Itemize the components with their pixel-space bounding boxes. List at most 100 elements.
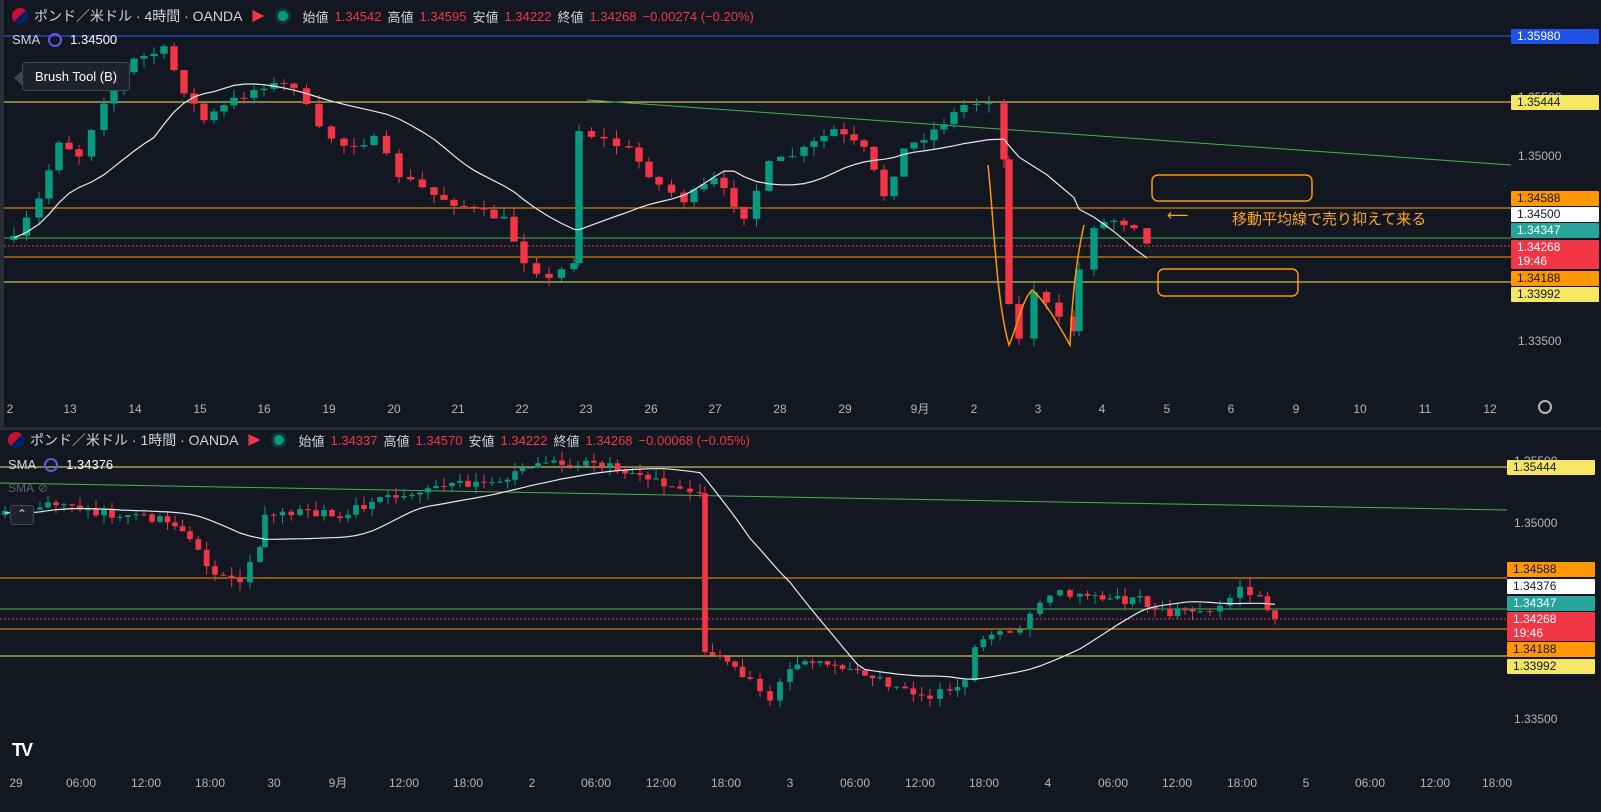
candlestick-chart-4h[interactable]: 2 13 14 15 16 19 20 21 22 23 26 27 28 29 9月 2 3 4 5 6 9 10 11 1… bbox=[4, 0, 1601, 427]
candle bbox=[87, 130, 96, 157]
sma-label: SMA bbox=[12, 32, 41, 47]
candlestick-chart-1h[interactable]: 29 06:00 12:00 18:00 30 9月 12:00 18:00 2 06:00 12:… bbox=[0, 430, 1601, 812]
price-label[interactable]: 1.34268 bbox=[1507, 612, 1595, 627]
chart-pane-1h[interactable]: 29 06:00 12:00 18:00 30 9月 12:00 18:00 2 06:00 12:… bbox=[0, 430, 1601, 812]
time-tick-label: 28 bbox=[773, 402, 787, 416]
price-label[interactable]: 1.34188 bbox=[1507, 642, 1595, 657]
price-label[interactable]: 1.35980 bbox=[1511, 29, 1599, 44]
candle bbox=[1237, 586, 1243, 598]
symbol-title[interactable]: ポンド／米ドル · 1時間 · OANDA bbox=[30, 432, 239, 448]
candle bbox=[850, 134, 858, 141]
price-label[interactable]: 19:46 bbox=[1507, 626, 1595, 641]
time-tick-label: 10 bbox=[1353, 402, 1367, 416]
price-label[interactable]: 1.34268 bbox=[1511, 240, 1599, 255]
candle bbox=[157, 516, 163, 522]
candle bbox=[141, 514, 147, 516]
price-label[interactable]: 1.35444 bbox=[1511, 95, 1599, 110]
time-tick-label: 06:00 bbox=[1355, 776, 1385, 790]
candle bbox=[340, 138, 348, 146]
chart-pane-4h[interactable]: 2 13 14 15 16 19 20 21 22 23 26 27 28 29 9月 2 3 4 5 6 9 10 11 1… bbox=[0, 0, 1601, 427]
red-flag-icon[interactable] bbox=[248, 434, 261, 446]
candle bbox=[669, 486, 675, 488]
candle bbox=[93, 509, 99, 516]
candle bbox=[61, 504, 67, 506]
time-tick-label: 13 bbox=[63, 402, 77, 416]
time-tick-label: 18:00 bbox=[453, 776, 483, 790]
price-label[interactable]: 1.34347 bbox=[1507, 596, 1595, 611]
pane-divider[interactable] bbox=[0, 427, 1601, 430]
candle bbox=[1000, 103, 1008, 160]
candle bbox=[557, 269, 566, 278]
candle bbox=[85, 509, 91, 511]
sma-line bbox=[4, 468, 1276, 680]
change-value: −0.00068 (−0.05%) bbox=[638, 432, 750, 448]
candle bbox=[551, 460, 557, 463]
price-label[interactable]: 19:46 bbox=[1511, 254, 1599, 269]
candle bbox=[65, 142, 73, 150]
candle bbox=[985, 103, 993, 105]
time-tick-label: 12:00 bbox=[1420, 776, 1450, 790]
candle bbox=[830, 129, 838, 137]
candle bbox=[195, 539, 202, 550]
candle bbox=[260, 88, 268, 91]
sma-indicator-legend[interactable]: SMA 1.34500 bbox=[12, 32, 117, 47]
change-value: −0.00274 (−0.20%) bbox=[642, 8, 754, 24]
price-label[interactable]: 1.35444 bbox=[1507, 460, 1595, 475]
indicator-settings-icon[interactable] bbox=[44, 457, 59, 472]
open-value: 1.34337 bbox=[330, 432, 378, 448]
candle bbox=[1120, 220, 1128, 226]
hidden-sma-legend[interactable]: SMA ⊘ bbox=[8, 481, 48, 495]
price-label[interactable]: 1.34188 bbox=[1511, 271, 1599, 286]
time-tick-label: 16 bbox=[257, 402, 271, 416]
close-value: 1.34268 bbox=[585, 432, 633, 448]
candle bbox=[190, 93, 198, 104]
gear-icon[interactable] bbox=[1538, 400, 1552, 414]
indicator-settings-icon[interactable] bbox=[48, 32, 63, 47]
candle bbox=[954, 687, 961, 691]
candle bbox=[10, 235, 18, 240]
price-label[interactable]: 1.33992 bbox=[1511, 287, 1599, 302]
candle bbox=[170, 46, 178, 71]
price-label[interactable]: 1.34588 bbox=[1511, 191, 1599, 206]
red-flag-icon[interactable] bbox=[252, 10, 265, 22]
price-label[interactable]: 1.34500 bbox=[1511, 207, 1599, 222]
candle bbox=[1067, 590, 1073, 597]
candle bbox=[824, 661, 831, 665]
candle bbox=[717, 655, 723, 657]
candle bbox=[247, 561, 253, 583]
collapse-legend-button[interactable]: ⌃ bbox=[10, 505, 34, 525]
candle bbox=[980, 639, 987, 648]
candle bbox=[820, 136, 828, 142]
candle bbox=[840, 129, 848, 135]
price-label[interactable]: 1.34376 bbox=[1507, 579, 1595, 594]
candle bbox=[350, 145, 358, 147]
candle bbox=[313, 510, 319, 517]
candle bbox=[587, 131, 596, 137]
candle bbox=[757, 678, 763, 692]
sma-label: SMA bbox=[8, 481, 35, 495]
sma-line bbox=[13, 83, 1148, 259]
candle bbox=[629, 472, 636, 474]
candle bbox=[393, 495, 399, 498]
sma-indicator-legend[interactable]: SMA 1.34376 bbox=[8, 457, 113, 472]
candle bbox=[702, 493, 708, 653]
price-label[interactable]: 1.34347 bbox=[1511, 223, 1599, 238]
symbol-title[interactable]: ポンド／米ドル · 4時間 · OANDA bbox=[34, 8, 243, 24]
price-label[interactable]: 1.33992 bbox=[1507, 659, 1595, 674]
candle bbox=[1152, 606, 1158, 610]
candle bbox=[55, 142, 63, 171]
candle bbox=[1159, 608, 1166, 610]
candle bbox=[1027, 613, 1033, 630]
candle bbox=[765, 161, 773, 191]
candle bbox=[489, 482, 495, 484]
candle bbox=[130, 58, 138, 73]
price-label[interactable]: 1.34588 bbox=[1507, 562, 1595, 577]
candle bbox=[988, 634, 995, 640]
candle bbox=[470, 206, 478, 208]
candle bbox=[839, 665, 846, 669]
candle bbox=[425, 488, 431, 493]
candle bbox=[752, 190, 761, 219]
candle bbox=[1114, 596, 1121, 599]
candle bbox=[910, 688, 917, 695]
eye-crossed-icon[interactable]: ⊘ bbox=[38, 481, 49, 495]
